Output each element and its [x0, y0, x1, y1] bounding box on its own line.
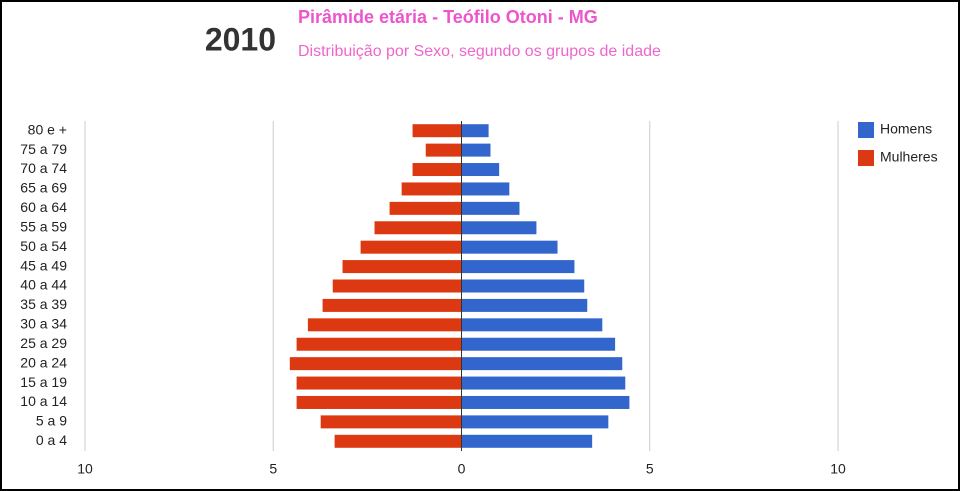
- bar: [374, 221, 462, 235]
- bar: [296, 395, 462, 409]
- y-tick-label: 5 a 9: [36, 413, 67, 429]
- y-tick-label: 70 a 74: [20, 160, 67, 176]
- bar: [461, 298, 588, 312]
- bar: [461, 357, 623, 371]
- bar: [289, 357, 462, 371]
- bar: [461, 337, 616, 351]
- bar: [389, 201, 462, 215]
- bar: [461, 124, 489, 138]
- bar: [461, 395, 630, 409]
- x-tick-label: 10: [77, 461, 93, 477]
- y-tick-label: 20 a 24: [20, 354, 67, 370]
- y-tick-label: 55 a 59: [20, 218, 67, 234]
- bar: [461, 434, 593, 448]
- bar: [412, 124, 462, 138]
- y-tick-label: 10 a 14: [20, 393, 67, 409]
- x-tick-label: 0: [458, 461, 466, 477]
- y-tick-label: 35 a 39: [20, 296, 67, 312]
- bar: [425, 143, 462, 157]
- bar: [320, 415, 462, 429]
- legend-label: Homens: [880, 121, 932, 137]
- bar: [461, 260, 575, 274]
- bar: [296, 337, 462, 351]
- bar: [461, 221, 537, 235]
- bar: [461, 279, 585, 293]
- legend-label: Mulheres: [880, 149, 938, 165]
- bar: [412, 163, 462, 177]
- y-tick-label: 75 a 79: [20, 141, 67, 157]
- y-tick-label: 60 a 64: [20, 199, 67, 215]
- year: 2010: [205, 21, 276, 57]
- bar: [461, 240, 558, 254]
- y-tick-label: 25 a 29: [20, 335, 67, 351]
- bar: [334, 434, 462, 448]
- y-tick-label: 0 a 4: [36, 432, 67, 448]
- chart-subtitle: Distribuição por Sexo, segundo os grupos…: [298, 43, 661, 60]
- bar: [342, 260, 462, 274]
- x-tick-label: 5: [646, 461, 654, 477]
- y-tick-label: 45 a 49: [20, 257, 67, 273]
- bar: [461, 163, 500, 177]
- x-tick-label: 5: [269, 461, 277, 477]
- bar: [307, 318, 462, 332]
- bar: [461, 376, 626, 390]
- y-tick-label: 65 a 69: [20, 180, 67, 196]
- y-tick-label: 80 e +: [28, 121, 67, 137]
- y-tick-label: 30 a 34: [20, 316, 67, 332]
- bar: [461, 415, 609, 429]
- bar: [296, 376, 462, 390]
- y-tick-label: 40 a 44: [20, 277, 67, 293]
- bar: [461, 182, 510, 196]
- bar: [461, 318, 603, 332]
- bar: [461, 201, 520, 215]
- chart-title: Pirâmide etária - Teófilo Otoni - MG: [298, 7, 598, 27]
- y-tick-label: 50 a 54: [20, 238, 67, 254]
- bar: [332, 279, 462, 293]
- bar: [322, 298, 462, 312]
- bar: [401, 182, 462, 196]
- bar: [360, 240, 462, 254]
- x-tick-label: 10: [830, 461, 846, 477]
- bar: [461, 143, 491, 157]
- legend-swatch: [858, 122, 874, 138]
- legend-swatch: [858, 150, 874, 166]
- y-tick-label: 15 a 19: [20, 374, 67, 390]
